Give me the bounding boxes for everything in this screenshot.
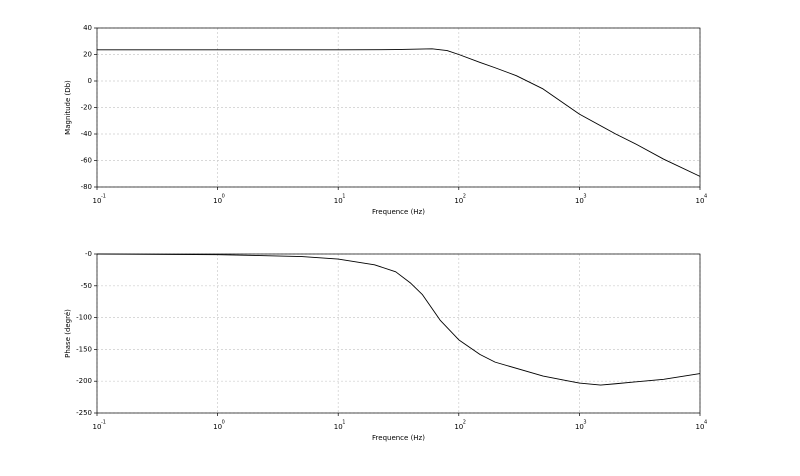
- x-tick-exponent: 2: [463, 420, 466, 426]
- x-axis-label: Frequence (Hz): [372, 434, 425, 442]
- plot-frame: [96, 253, 701, 414]
- x-tick-label: 10: [454, 197, 463, 205]
- y-tick-label: 40: [83, 24, 92, 32]
- y-tick-label: 20: [83, 51, 92, 59]
- y-tick-label: -200: [76, 377, 92, 385]
- x-tick-label: 10: [454, 423, 463, 431]
- line-series: [96, 253, 701, 386]
- x-tick-exponent: 3: [583, 194, 586, 200]
- y-tick-label: -150: [76, 345, 92, 353]
- y-tick-label: -80: [81, 183, 92, 191]
- y-tick-label: -60: [81, 157, 92, 165]
- x-tick-exponent: 3: [583, 420, 586, 426]
- x-tick-label: 10: [334, 423, 343, 431]
- x-tick-label: 10: [575, 197, 584, 205]
- x-tick-exponent: 0: [222, 420, 225, 426]
- y-tick-label: -250: [76, 409, 92, 417]
- x-tick-label: 10: [93, 423, 102, 431]
- y-tick-label: -50: [81, 282, 92, 290]
- x-tick-exponent: 1: [342, 420, 345, 426]
- x-tick-exponent: 1: [342, 194, 345, 200]
- x-tick-label: 10: [213, 423, 222, 431]
- x-tick-exponent: -1: [101, 194, 106, 200]
- x-tick-label: 10: [213, 197, 222, 205]
- y-tick-label: -20: [81, 104, 92, 112]
- x-tick-label: 10: [575, 423, 584, 431]
- x-tick-label: 10: [696, 197, 705, 205]
- y-axis-label: Magnitude (Db): [64, 80, 72, 135]
- x-tick-exponent: -1: [101, 420, 106, 426]
- x-tick-exponent: 4: [704, 194, 707, 200]
- line-series: [97, 48, 701, 177]
- y-tick-label: -0: [85, 250, 92, 258]
- x-tick-exponent: 4: [704, 420, 707, 426]
- x-tick-label: 10: [696, 423, 705, 431]
- x-tick-label: 10: [334, 197, 343, 205]
- x-axis-label: Frequence (Hz): [372, 208, 425, 216]
- y-axis-label: Phase (degré): [64, 309, 72, 358]
- plot-frame: [96, 27, 701, 188]
- y-tick-label: -100: [76, 314, 92, 322]
- y-tick-label: 0: [88, 77, 92, 85]
- x-tick-exponent: 0: [222, 194, 225, 200]
- x-tick-exponent: 2: [463, 194, 466, 200]
- y-tick-label: -40: [81, 130, 92, 138]
- x-tick-label: 10: [93, 197, 102, 205]
